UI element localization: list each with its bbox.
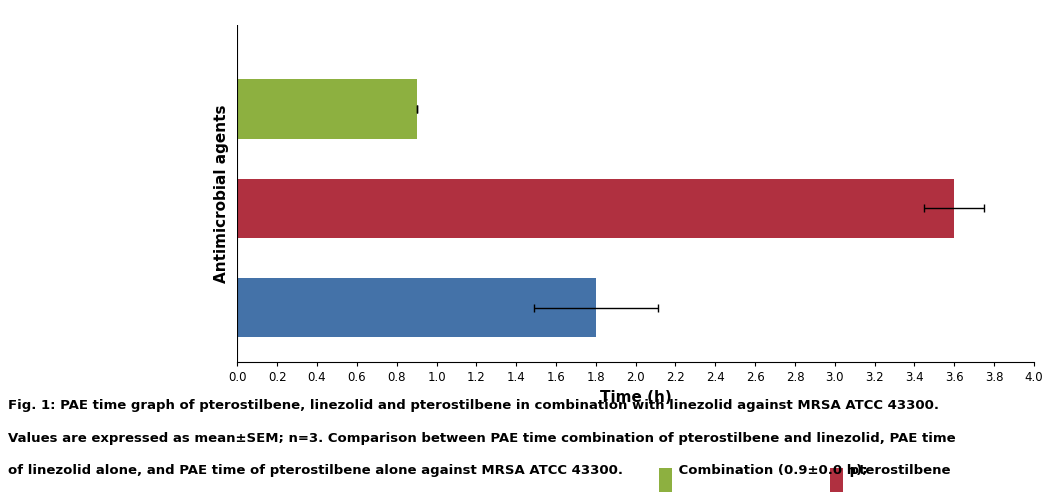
Bar	[237, 79, 417, 139]
Text: of linezolid alone, and PAE time of pterostilbene alone against MRSA ATCC 43300.: of linezolid alone, and PAE time of pter…	[8, 464, 624, 477]
Y-axis label: Antimicrobial agents: Antimicrobial agents	[214, 104, 229, 283]
Text: Values are expressed as mean±SEM; n=3. Comparison between PAE time combination o: Values are expressed as mean±SEM; n=3. C…	[8, 432, 956, 444]
Text: Combination (0.9±0.0 h);: Combination (0.9±0.0 h);	[674, 464, 872, 477]
Text: pterostilbene: pterostilbene	[845, 464, 951, 477]
Bar	[237, 278, 596, 337]
Bar	[237, 179, 955, 238]
X-axis label: Time (h): Time (h)	[599, 390, 672, 405]
Text: Fig. 1: PAE time graph of pterostilbene, linezolid and pterostilbene in combinat: Fig. 1: PAE time graph of pterostilbene,…	[8, 399, 939, 412]
